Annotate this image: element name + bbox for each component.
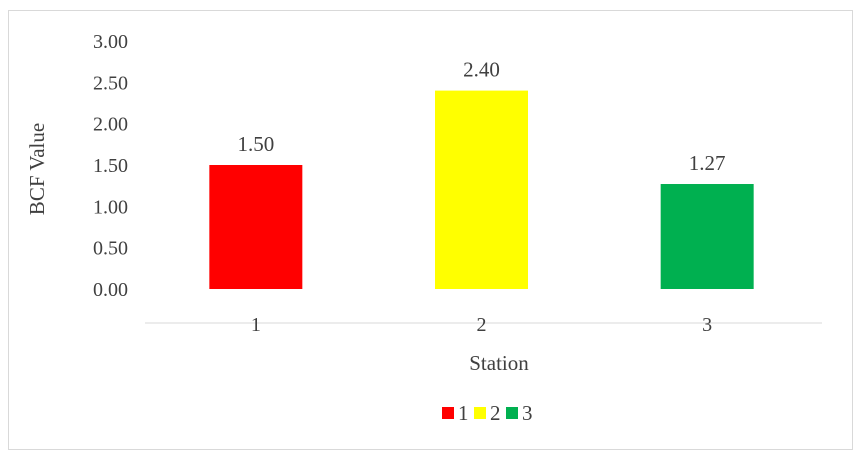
y-axis-title: BCF Value <box>25 123 49 215</box>
legend-swatch-3 <box>506 407 518 419</box>
y-tick-label: 3.00 <box>93 31 128 53</box>
x-tick-label: 3 <box>702 314 712 336</box>
y-tick-label: 0.00 <box>93 279 128 301</box>
data-label-1: 1.50 <box>237 132 274 156</box>
legend-swatch-2 <box>474 407 486 419</box>
y-tick-label: 2.50 <box>93 72 128 94</box>
x-tick-label: 1 <box>251 314 261 336</box>
x-tick-label: 2 <box>477 314 487 336</box>
legend-label-3: 3 <box>522 401 533 425</box>
legend-swatch-1 <box>442 407 454 419</box>
x-axis-ticks: 1 2 3 <box>251 314 712 336</box>
data-label-2: 2.40 <box>463 58 500 82</box>
legend-label-2: 2 <box>490 401 501 425</box>
data-labels: 1.50 2.40 1.27 <box>237 58 725 175</box>
y-tick-label: 2.00 <box>93 114 128 136</box>
legend-label-1: 1 <box>458 401 469 425</box>
bar-3 <box>660 184 754 289</box>
x-axis-title: Station <box>469 351 529 375</box>
bar-2 <box>435 90 528 289</box>
bar-1 <box>209 165 303 289</box>
bars <box>209 90 754 289</box>
y-tick-label: 0.50 <box>93 238 128 260</box>
y-tick-label: 1.50 <box>93 155 128 177</box>
y-tick-label: 1.00 <box>93 196 128 218</box>
y-axis-ticks: 0.00 0.50 1.00 1.50 2.00 2.50 3.00 <box>93 31 128 301</box>
data-label-3: 1.27 <box>689 151 726 175</box>
